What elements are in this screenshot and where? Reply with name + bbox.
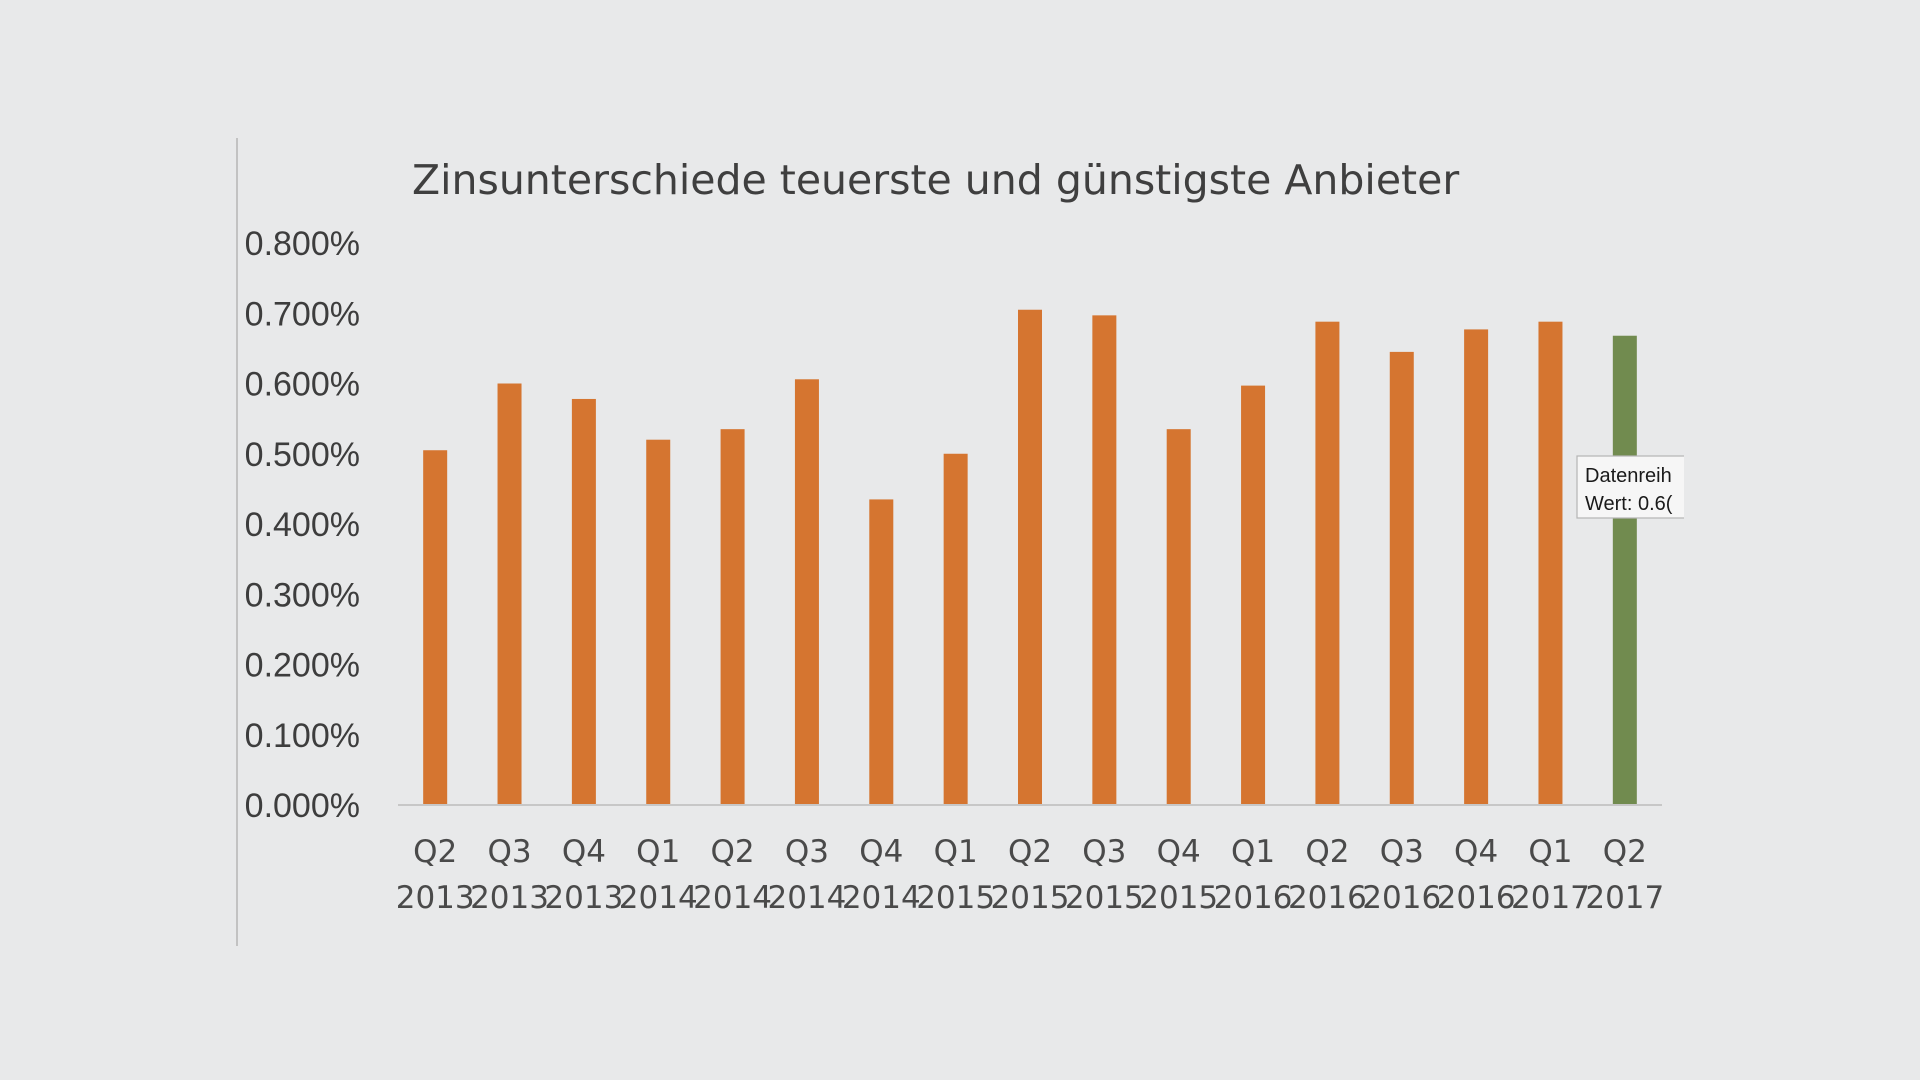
x-tick-quarter: Q2 <box>1603 834 1647 870</box>
bar[interactable] <box>720 429 745 805</box>
tooltip-box <box>1576 455 1684 519</box>
x-tick-quarter: Q4 <box>859 834 903 870</box>
tooltip-value-label: Wert: 0.6( <box>1585 493 1673 515</box>
bar[interactable] <box>1018 309 1042 805</box>
bars[interactable] <box>423 309 1637 806</box>
x-tick-year: 2015 <box>991 880 1070 916</box>
x-tick-quarter: Q4 <box>562 834 606 870</box>
y-tick-label: 0.400% <box>245 506 360 544</box>
bar[interactable] <box>1464 329 1489 805</box>
x-tick-quarter: Q3 <box>785 834 829 870</box>
bar[interactable] <box>943 453 968 805</box>
bar[interactable] <box>1389 351 1414 805</box>
x-tick-quarter: Q2 <box>1305 834 1349 870</box>
x-tick-quarter: Q3 <box>1380 834 1424 870</box>
bar[interactable] <box>1241 385 1266 805</box>
x-axis-ticks: Q2 2013 Q3 2013 Q4 2013 Q1 2014 Q2 2014 Q3 2014 Q4 20… <box>396 834 1665 916</box>
value-tooltip: Datenreih Wert: 0.6( <box>1576 455 1684 519</box>
bar[interactable] <box>869 499 894 805</box>
bar[interactable] <box>1092 315 1117 805</box>
tooltip-series-label: Datenreih <box>1585 465 1672 487</box>
y-tick-label: 0.300% <box>245 576 360 614</box>
x-tick-year: 2016 <box>1362 880 1441 916</box>
bar[interactable] <box>497 383 522 806</box>
x-tick-quarter: Q3 <box>1082 834 1126 870</box>
x-tick-quarter: Q3 <box>487 834 531 870</box>
y-tick-label: 0.200% <box>245 647 360 685</box>
y-tick-label: 0.600% <box>245 366 360 404</box>
x-tick-year: 2014 <box>767 880 846 916</box>
x-tick-year: 2013 <box>396 880 475 916</box>
x-tick-quarter: Q2 <box>711 834 755 870</box>
x-tick-quarter: Q1 <box>1528 834 1572 870</box>
x-tick-quarter: Q1 <box>1231 834 1275 870</box>
x-tick-quarter: Q2 <box>1008 834 1052 870</box>
x-tick-year: 2013 <box>544 880 623 916</box>
bar[interactable] <box>1166 429 1191 805</box>
x-tick-year: 2015 <box>1139 880 1218 916</box>
x-tick-year: 2014 <box>842 880 921 916</box>
x-tick-year: 2014 <box>693 880 772 916</box>
bar[interactable] <box>1315 321 1340 805</box>
bar[interactable] <box>571 398 596 805</box>
bar[interactable] <box>423 450 448 805</box>
x-tick-year: 2015 <box>916 880 995 916</box>
x-tick-quarter: Q1 <box>934 834 978 870</box>
y-tick-label: 0.100% <box>245 717 360 755</box>
bar[interactable] <box>794 379 819 805</box>
y-tick-label: 0.000% <box>245 787 360 825</box>
y-tick-label: 0.700% <box>245 295 360 333</box>
x-tick-quarter: Q4 <box>1454 834 1498 870</box>
x-tick-year: 2014 <box>619 880 698 916</box>
y-tick-label: 0.800% <box>245 225 360 263</box>
x-tick-year: 2016 <box>1214 880 1293 916</box>
x-tick-quarter: Q2 <box>413 834 457 870</box>
x-tick-year: 2017 <box>1511 880 1590 916</box>
x-tick-year: 2016 <box>1288 880 1367 916</box>
x-tick-quarter: Q4 <box>1157 834 1201 870</box>
x-tick-year: 2016 <box>1437 880 1516 916</box>
y-tick-label: 0.500% <box>245 436 360 474</box>
chart-title: Zinsunterschiede teuerste und günstigste… <box>412 156 1459 204</box>
x-tick-quarter: Q1 <box>636 834 680 870</box>
bar[interactable] <box>1538 321 1563 805</box>
bar[interactable] <box>1612 335 1637 805</box>
x-tick-year: 2013 <box>470 880 549 916</box>
x-tick-year: 2017 <box>1585 880 1664 916</box>
x-tick-year: 2015 <box>1065 880 1144 916</box>
bar[interactable] <box>646 439 671 805</box>
y-axis-ticks: 0.000% 0.100% 0.200% 0.300% 0.400% 0.500% 0.60… <box>245 225 360 825</box>
